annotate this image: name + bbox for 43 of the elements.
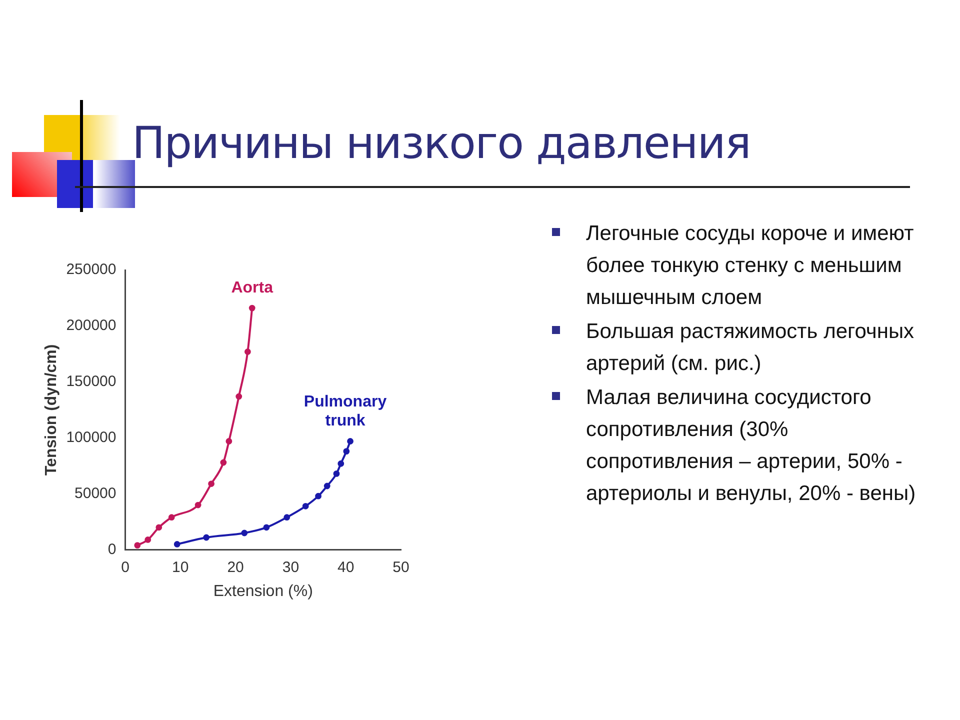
point xyxy=(284,514,290,521)
text: Малая величина сосудистого сопротивления (30% сопротивления – артерии, 50% - артериолы и венулы, 20% - вены) xyxy=(585,385,917,507)
point xyxy=(347,438,354,444)
point xyxy=(236,393,242,400)
text: Большая растяжимость легочных артерий (см. рис.) xyxy=(585,319,916,377)
point xyxy=(194,502,202,508)
point xyxy=(324,482,330,490)
point xyxy=(248,304,256,312)
point xyxy=(134,542,141,549)
point xyxy=(174,541,180,548)
y-tick-label: 50000 xyxy=(74,484,116,502)
point xyxy=(241,530,248,536)
y-tick-label: 250000 xyxy=(66,261,116,278)
point xyxy=(168,514,175,521)
point xyxy=(333,470,340,477)
point xyxy=(315,492,322,500)
y-axis-title: Tension (dyn/cm) xyxy=(43,344,60,476)
series-label: Aorta xyxy=(231,279,274,296)
y-tick-label: 0 xyxy=(108,540,116,558)
point xyxy=(302,502,309,510)
chart-title: Причины низкого давления xyxy=(132,118,750,169)
x-tick-label: 20 xyxy=(227,558,244,576)
point xyxy=(208,480,214,487)
point xyxy=(203,534,210,541)
point xyxy=(343,448,350,455)
point xyxy=(144,536,152,543)
x-tick-label: 0 xyxy=(121,558,130,576)
point xyxy=(338,460,344,467)
y-tick-label: 150000 xyxy=(66,373,116,390)
point xyxy=(263,524,270,531)
x-axis-title: Extension (%) xyxy=(213,582,313,600)
text: Легочные сосуды короче и имеют более тонкую стенку с меньшим мышечным слоем xyxy=(585,221,915,311)
point xyxy=(156,524,162,531)
point xyxy=(220,459,227,466)
x-tick-label: 40 xyxy=(338,558,354,576)
x-tick-label: 30 xyxy=(282,558,300,576)
y-tick-label: 100000 xyxy=(66,429,116,446)
x-tick-label: 50 xyxy=(392,558,410,576)
x-tick-label: 10 xyxy=(172,558,189,576)
point xyxy=(244,348,251,355)
y-tick-label: 200000 xyxy=(66,317,116,334)
point xyxy=(226,438,232,444)
series-label: Pulmonary trunk xyxy=(304,394,387,430)
